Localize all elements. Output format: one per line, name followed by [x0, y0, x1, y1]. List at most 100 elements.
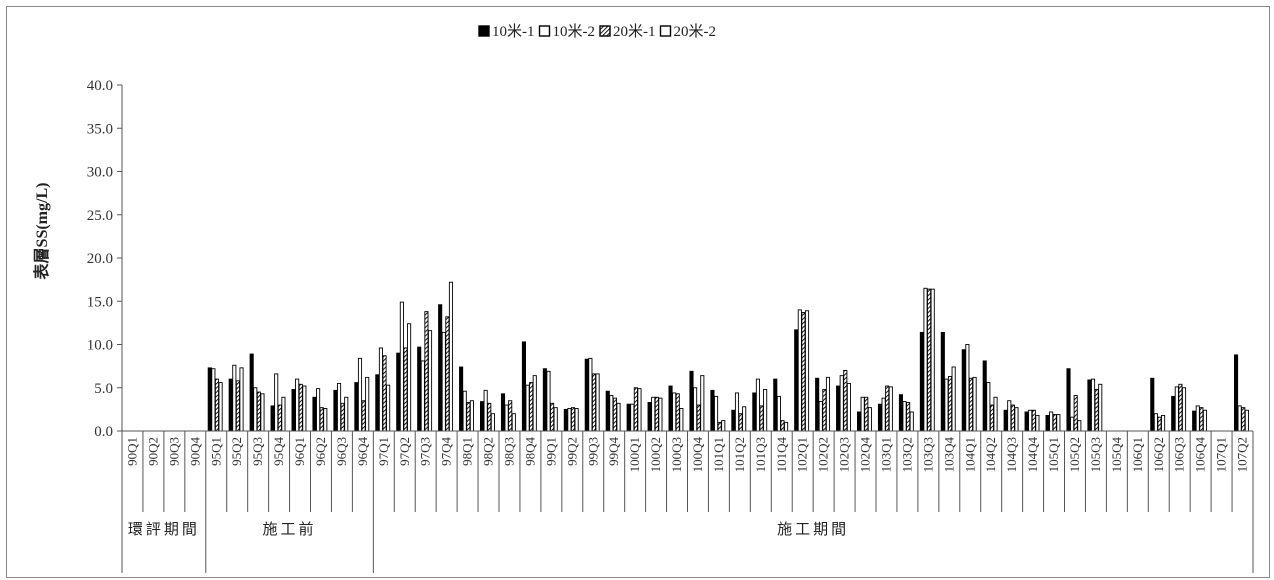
x-tick-label: 106Q3 [1172, 437, 1187, 472]
legend: 10米-1 10米-2 20米-1 20米-2 [478, 23, 716, 40]
bar [822, 389, 827, 432]
x-tick-label: 99Q3 [585, 437, 600, 466]
bar [546, 370, 551, 432]
bar [919, 331, 924, 432]
bar [1035, 414, 1040, 432]
bar [815, 377, 820, 432]
bar [637, 388, 642, 432]
bar [542, 368, 547, 432]
bar [982, 360, 987, 432]
legend-swatch [538, 25, 551, 37]
bar [417, 346, 422, 432]
bar [1049, 411, 1054, 432]
bar [274, 373, 279, 432]
bar [532, 375, 537, 432]
x-tick-label: 95Q2 [229, 437, 244, 466]
bar [679, 408, 684, 432]
bar [1003, 409, 1008, 432]
bar [713, 395, 719, 432]
bar [717, 421, 722, 432]
bar [295, 378, 300, 432]
x-tick-label: 103Q3 [920, 437, 935, 472]
x-tick-label: 100Q2 [648, 437, 663, 472]
x-tick-label: 104Q4 [1025, 437, 1040, 473]
bar [605, 390, 610, 432]
bar [867, 407, 872, 432]
x-tick-label: 104Q3 [1004, 437, 1019, 472]
bar [651, 396, 656, 432]
x-tick-label: 100Q1 [627, 437, 642, 472]
bar [1161, 414, 1166, 432]
bar [207, 367, 212, 432]
bar [1073, 395, 1078, 432]
bar [399, 301, 404, 432]
bar [776, 395, 781, 432]
bar [312, 396, 317, 432]
bar [986, 382, 991, 432]
bar [302, 385, 307, 432]
x-tick-label: 98Q2 [481, 437, 496, 466]
bar [1199, 407, 1204, 432]
bar [797, 309, 802, 432]
legend-swatch [659, 25, 672, 37]
bar [881, 397, 886, 432]
bar [1178, 383, 1183, 432]
bar [469, 400, 474, 432]
bar [1028, 409, 1033, 432]
bar [630, 403, 635, 432]
bar [595, 373, 600, 432]
bar [864, 396, 869, 432]
bar [731, 409, 736, 432]
x-tick-label: 105Q1 [1046, 437, 1061, 472]
bar [438, 304, 443, 432]
bar [277, 404, 282, 432]
x-tick-label: 104Q1 [962, 437, 977, 472]
bar [1066, 368, 1071, 432]
bar [361, 400, 366, 432]
x-tick-label: 97Q3 [418, 437, 433, 466]
bar [466, 402, 471, 432]
bar [742, 406, 747, 432]
x-tick-label: 103Q2 [899, 437, 914, 472]
bar [253, 387, 258, 432]
x-tick-label: 102Q4 [858, 437, 873, 473]
x-tick-label: 98Q3 [501, 437, 516, 466]
bar [508, 400, 513, 432]
x-tick-label: 106Q1 [1130, 437, 1145, 472]
bar [563, 408, 568, 432]
bar [567, 408, 572, 432]
x-tick-label: 105Q2 [1067, 437, 1082, 472]
bar [420, 360, 425, 432]
bar [445, 316, 450, 432]
x-tick-label: 96Q1 [292, 437, 307, 466]
chart-svg: 10米-1 10米-2 20米-1 20米-2 表層SS(mg/L) 0.0 5.0 10… [32, 23, 1254, 573]
bar [930, 288, 935, 432]
bar [480, 401, 485, 432]
y-tick-label: 15.0 [87, 294, 113, 310]
x-axis: 90Q1 90Q2 90Q3 90Q4 95Q1 95Q2 95Q3 95Q4 96Q1 96Q2… [121, 430, 1254, 512]
x-tick-label: 103Q1 [878, 437, 893, 472]
bar [1192, 410, 1197, 432]
y-tick-label: 40.0 [87, 78, 113, 94]
bar [459, 366, 464, 432]
bar [989, 404, 994, 432]
y-tick-label: 30.0 [87, 165, 113, 181]
x-tick-label: 98Q1 [460, 437, 475, 466]
bar [818, 401, 823, 432]
group-label: 環評期間 [128, 521, 200, 538]
x-tick-label: 107Q2 [1235, 437, 1250, 472]
x-tick-label: 99Q4 [606, 437, 621, 466]
bar [804, 310, 810, 432]
bar [672, 392, 677, 432]
x-tick-label: 96Q4 [355, 437, 370, 466]
bar [584, 358, 589, 432]
bar [441, 331, 446, 432]
bar [448, 281, 454, 432]
bar [1045, 414, 1050, 432]
bar [675, 393, 680, 432]
bar [668, 385, 673, 432]
x-tick-label: 96Q2 [313, 437, 328, 466]
bar [354, 382, 359, 432]
x-tick-label: 99Q1 [543, 437, 558, 466]
legend-swatch [599, 25, 611, 37]
